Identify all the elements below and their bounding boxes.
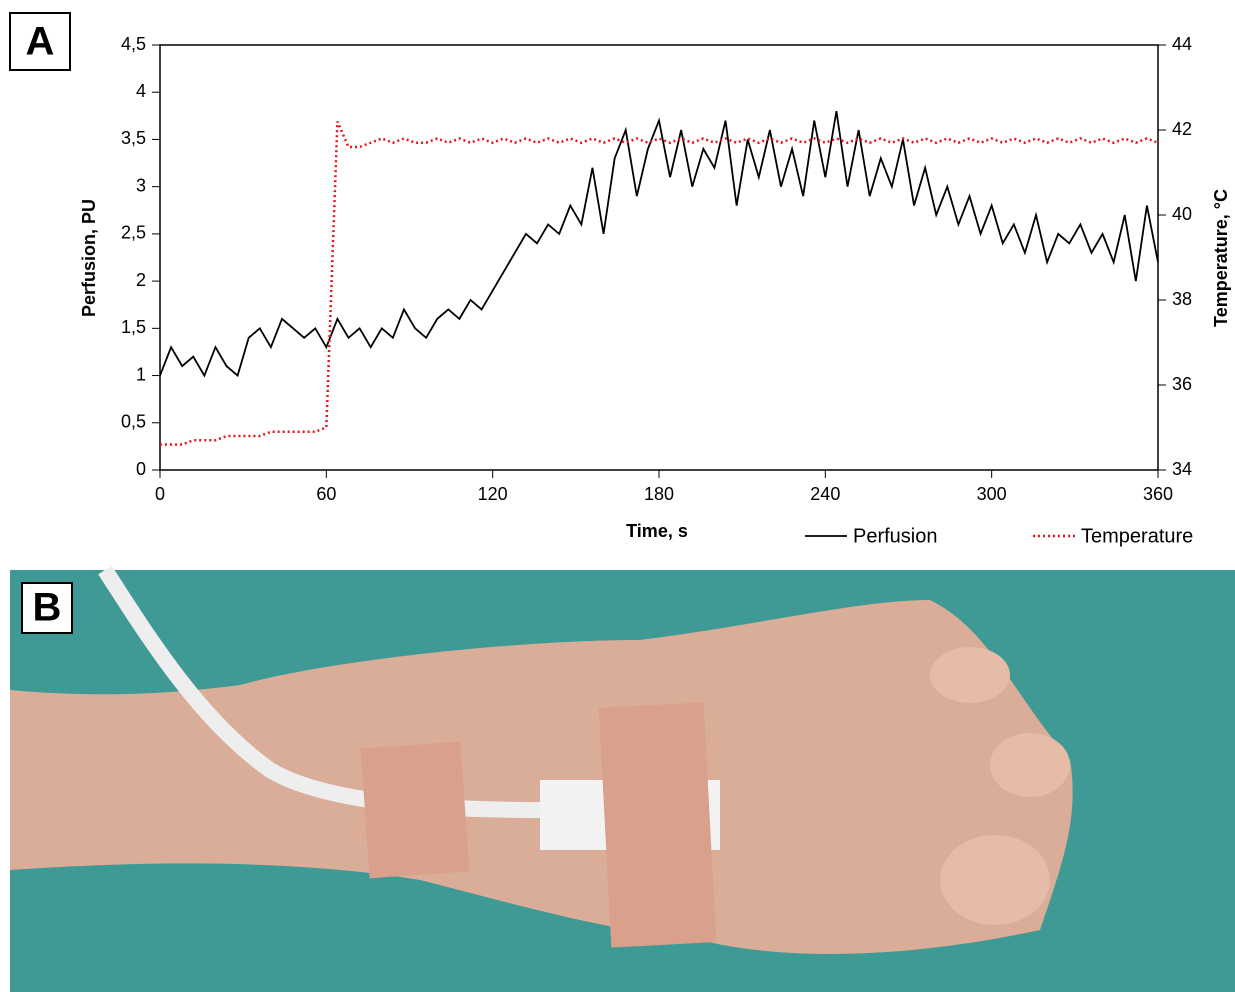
y-axis-title: Perfusion, PU (79, 199, 99, 317)
toe (990, 733, 1070, 797)
plot-frame (160, 45, 1158, 470)
x-tick-label: 0 (155, 484, 165, 504)
y-tick-label: 2,5 (121, 223, 146, 243)
y-tick-label: 3,5 (121, 128, 146, 148)
y-tick-label: 0 (136, 459, 146, 479)
x-tick-label: 120 (478, 484, 508, 504)
panel-label: A (26, 20, 55, 64)
y2-tick-label: 38 (1172, 289, 1192, 309)
toe (930, 647, 1010, 703)
y-tick-label: 4,5 (121, 34, 146, 54)
x-tick-label: 180 (644, 484, 674, 504)
x-tick-label: 360 (1143, 484, 1173, 504)
photo: B (10, 570, 1235, 992)
series-line (160, 111, 1158, 375)
y2-tick-label: 40 (1172, 204, 1192, 224)
y-tick-label: 3 (136, 175, 146, 195)
figure: A Time, s Perfusion, PU Temperature, °C … (0, 0, 1235, 992)
page: {"panel_labels": ["A", "B"], "chart_data… (0, 0, 1235, 992)
x-tick-label: 60 (316, 484, 336, 504)
y2-tick-label: 44 (1172, 34, 1192, 54)
legend-label: Temperature (1081, 525, 1193, 547)
y2-axis-title: Temperature, °C (1211, 189, 1231, 327)
y-tick-label: 2 (136, 270, 146, 290)
y2-tick-label: 34 (1172, 459, 1192, 479)
x-tick-label: 300 (977, 484, 1007, 504)
y-tick-label: 0,5 (121, 412, 146, 432)
y-tick-label: 1 (136, 364, 146, 384)
x-axis-title: Time, s (626, 521, 688, 541)
panel-label: B (33, 586, 62, 630)
tape (361, 742, 470, 879)
y-tick-label: 1,5 (121, 317, 146, 337)
y-tick-label: 4 (136, 81, 146, 101)
y2-tick-label: 36 (1172, 374, 1192, 394)
toe (940, 835, 1050, 925)
tape (599, 702, 716, 947)
y2-tick-label: 42 (1172, 119, 1192, 139)
legend-label: Perfusion (853, 525, 938, 547)
x-tick-label: 240 (810, 484, 840, 504)
series-line (160, 122, 1158, 445)
